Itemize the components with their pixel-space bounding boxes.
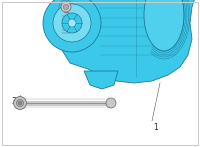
Circle shape: [61, 2, 71, 12]
Text: 2: 2: [52, 0, 56, 5]
Polygon shape: [56, 0, 196, 83]
Circle shape: [18, 101, 22, 105]
Circle shape: [53, 4, 91, 42]
Ellipse shape: [144, 0, 184, 51]
Circle shape: [68, 19, 76, 27]
Polygon shape: [84, 71, 118, 89]
Circle shape: [63, 4, 69, 10]
Circle shape: [106, 98, 116, 108]
Text: 1: 1: [154, 122, 158, 132]
Circle shape: [62, 13, 82, 33]
Circle shape: [43, 0, 101, 52]
Text: 3: 3: [12, 96, 16, 106]
Circle shape: [14, 97, 26, 109]
Circle shape: [16, 99, 24, 107]
